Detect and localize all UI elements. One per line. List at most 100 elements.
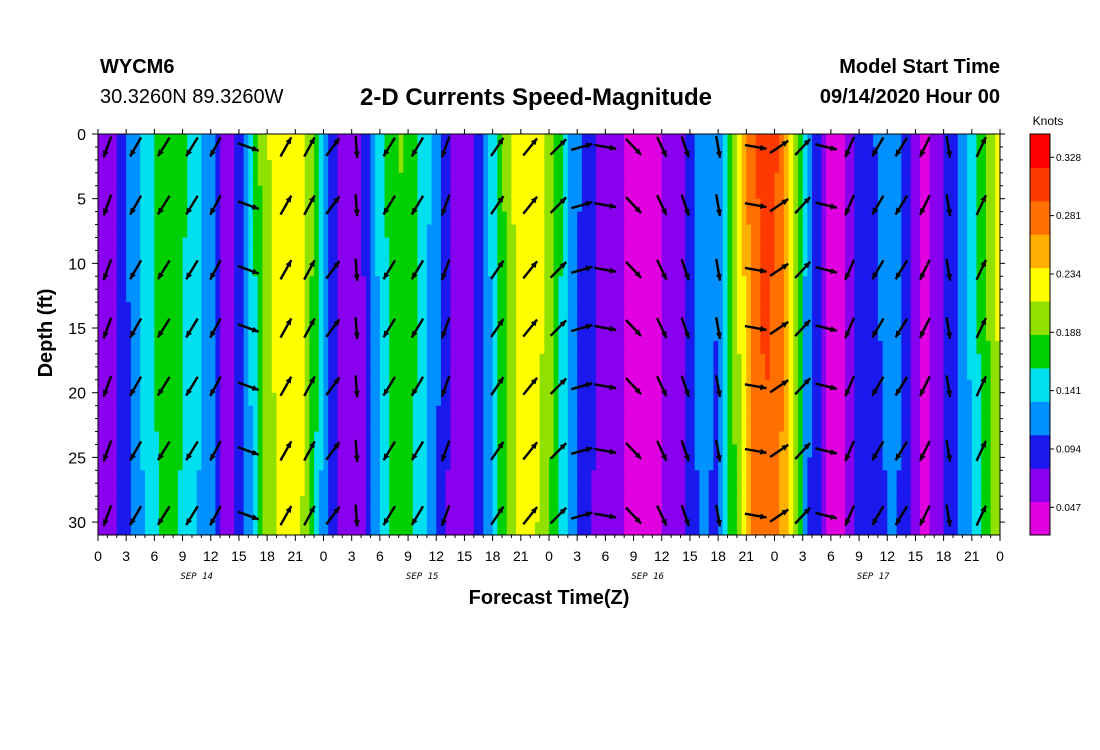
heatmap-cell (671, 276, 677, 290)
heatmap-cell (473, 483, 480, 497)
heatmap-cell (793, 250, 799, 264)
heatmap-cell (215, 211, 221, 226)
heatmap-cell (539, 134, 545, 148)
heatmap-cell (534, 483, 541, 497)
heatmap-cell (826, 172, 832, 187)
heatmap-cell (177, 522, 184, 535)
heatmap-cell (487, 444, 494, 458)
heatmap-cell (300, 457, 306, 471)
heatmap-cell (652, 276, 658, 290)
heatmap-cell (351, 522, 357, 535)
heatmap-cell (234, 328, 240, 342)
heatmap-cell (793, 289, 799, 303)
heatmap-cell (704, 289, 710, 303)
heatmap-cell (713, 405, 719, 420)
heatmap-cell (755, 522, 762, 535)
heatmap-cell (788, 340, 794, 355)
heatmap-cell (318, 263, 325, 277)
heatmap-cell (318, 146, 325, 161)
heatmap-cell (736, 366, 743, 381)
heatmap-cell (173, 483, 179, 497)
heatmap-cell (234, 250, 240, 264)
heatmap-cell (342, 522, 348, 535)
heatmap-cell (426, 418, 433, 433)
heatmap-cell (525, 328, 531, 342)
heatmap-cell (689, 431, 696, 446)
heatmap-cell (314, 263, 320, 277)
heatmap-cell (121, 302, 127, 316)
heatmap-cell (229, 522, 235, 535)
heatmap-cell (412, 379, 419, 394)
heatmap-cell (595, 457, 602, 471)
heatmap-cell (671, 159, 677, 174)
heatmap-cell (234, 185, 240, 200)
heatmap-cell (642, 250, 649, 264)
heatmap-cell (774, 289, 780, 303)
heatmap-cell (130, 185, 137, 200)
heatmap-cell (365, 392, 372, 407)
heatmap-cell (642, 276, 649, 290)
heatmap-cell (657, 418, 663, 433)
heatmap-cell (779, 315, 785, 329)
heatmap-cell (379, 353, 386, 368)
heatmap-cell (830, 470, 837, 484)
heatmap-cell (812, 405, 818, 420)
heatmap-cell (220, 457, 226, 471)
heatmap-cell (685, 444, 691, 458)
heatmap-cell (98, 237, 104, 252)
heatmap-cell (577, 315, 583, 329)
heatmap-cell (694, 353, 700, 368)
heatmap-cell (459, 172, 466, 187)
heatmap-cell (826, 418, 832, 433)
heatmap-cell (520, 224, 527, 239)
heatmap-cell (816, 263, 823, 277)
heatmap-cell (802, 198, 808, 213)
heatmap-cell (412, 263, 419, 277)
heatmap-cell (713, 146, 719, 161)
heatmap-cell (173, 328, 179, 342)
heatmap-cell (314, 366, 320, 381)
heatmap-cell (398, 328, 404, 342)
heatmap-cell (177, 224, 184, 239)
heatmap-cell (469, 483, 475, 497)
heatmap-cell (610, 185, 616, 200)
heatmap-cell (797, 146, 804, 161)
heatmap-cell (201, 522, 207, 535)
heatmap-cell (647, 366, 653, 381)
heatmap-cell (323, 366, 329, 381)
heatmap-cell (342, 198, 348, 213)
heatmap-cell (652, 353, 658, 368)
heatmap-cell (807, 159, 813, 174)
heatmap-cell (516, 340, 522, 355)
heatmap-cell (304, 159, 311, 174)
heatmap-cell (187, 315, 193, 329)
heatmap-cell (238, 379, 245, 394)
heatmap-cell (215, 250, 221, 264)
heatmap-cell (840, 340, 846, 355)
heatmap-cell (112, 315, 118, 329)
heatmap-cell (755, 353, 762, 368)
heatmap-cell (177, 328, 184, 342)
heatmap-cell (600, 340, 606, 355)
heatmap-cell (412, 444, 419, 458)
heatmap-cell (182, 470, 188, 484)
heatmap-cell (567, 353, 574, 368)
heatmap-cell (840, 134, 846, 148)
heatmap-cell (769, 198, 776, 213)
heatmap-cell (525, 185, 531, 200)
heatmap-cell (323, 457, 329, 471)
heatmap-cell (295, 392, 301, 407)
heatmap-cell (253, 353, 259, 368)
heatmap-cell (135, 509, 141, 523)
heatmap-cell (736, 353, 743, 368)
heatmap-cell (281, 134, 287, 148)
heatmap-cell (196, 289, 202, 303)
heatmap-cell (821, 134, 827, 148)
heatmap-cell (497, 263, 503, 277)
heatmap-cell (553, 522, 559, 535)
heatmap-cell (464, 159, 470, 174)
heatmap-cell (713, 509, 719, 523)
heatmap-cell (840, 159, 846, 174)
heatmap-cell (680, 509, 686, 523)
heatmap-cell (163, 146, 170, 161)
